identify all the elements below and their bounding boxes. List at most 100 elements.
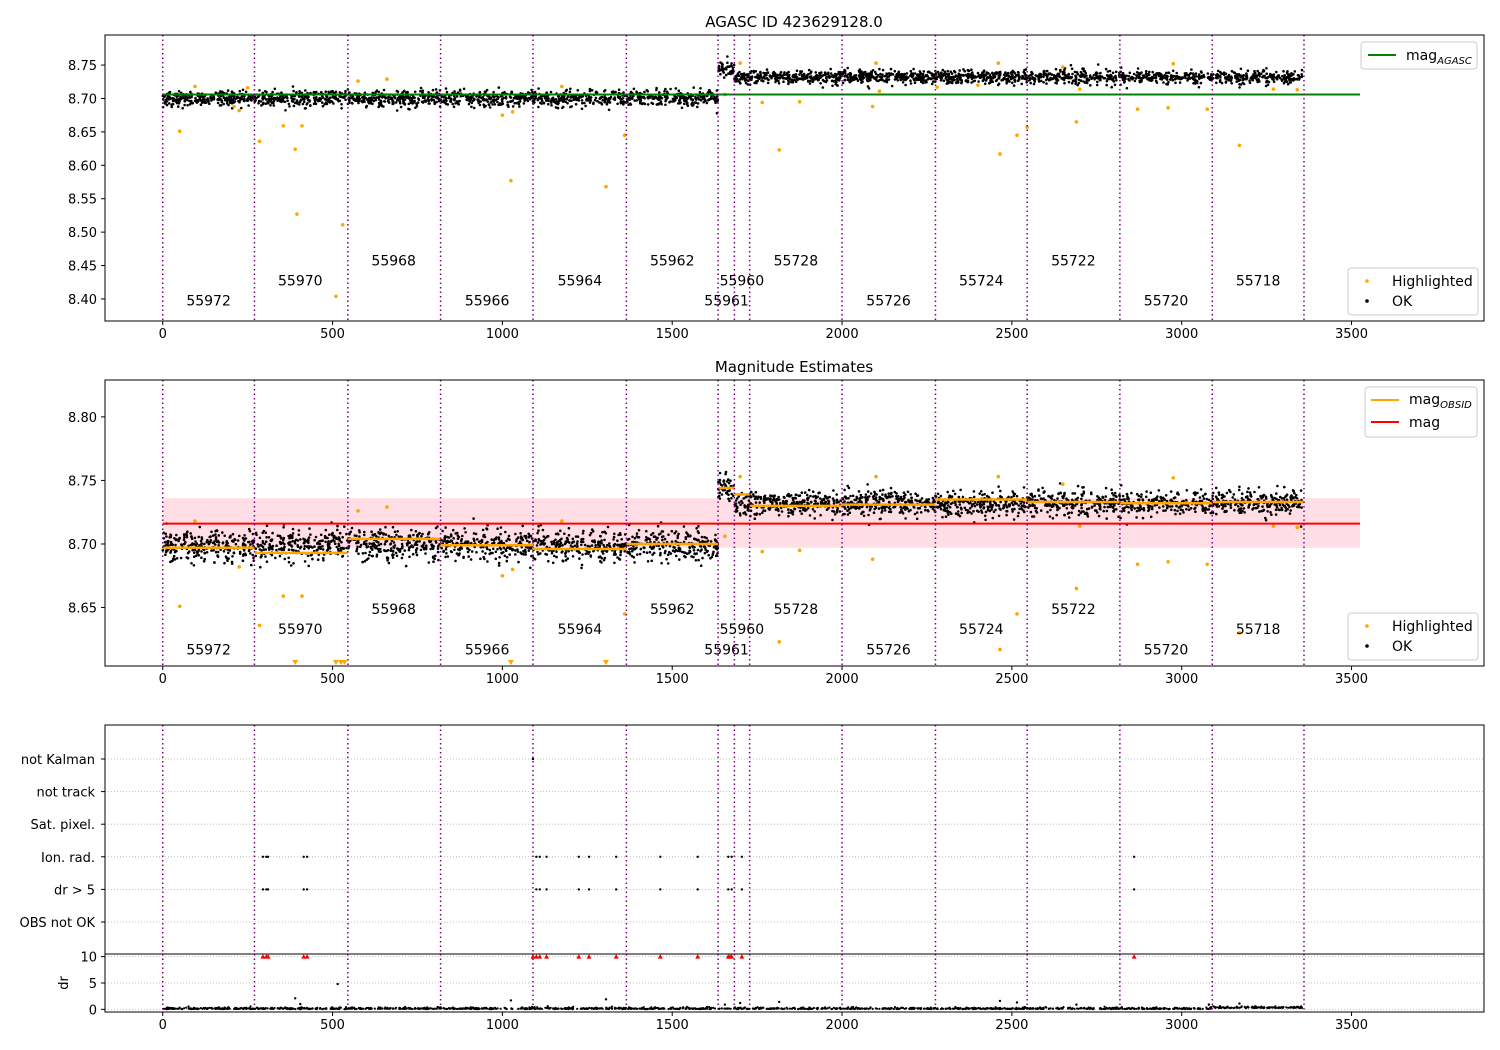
ok-point bbox=[1186, 77, 1190, 80]
ok-point bbox=[328, 533, 331, 536]
ok-point bbox=[314, 97, 317, 101]
ok-point bbox=[700, 535, 704, 539]
ok-point bbox=[1130, 491, 1133, 495]
ok-point bbox=[740, 77, 744, 80]
ok-point bbox=[602, 543, 605, 547]
ok-point bbox=[1209, 73, 1213, 76]
ok-point bbox=[703, 545, 706, 548]
ok-point bbox=[499, 526, 503, 529]
ok-point bbox=[619, 100, 622, 104]
ok-point bbox=[247, 548, 251, 552]
ok-point bbox=[1267, 80, 1271, 84]
ok-point bbox=[197, 544, 201, 547]
ok-point bbox=[487, 103, 491, 107]
ok-point bbox=[386, 556, 389, 560]
ok-point bbox=[410, 544, 413, 547]
ok-point bbox=[483, 98, 486, 101]
ok-point bbox=[1248, 79, 1251, 82]
ok-point bbox=[1012, 84, 1016, 87]
ok-point bbox=[787, 79, 790, 82]
ok-point bbox=[434, 526, 438, 530]
ok-point bbox=[307, 539, 310, 542]
ok-point bbox=[816, 75, 820, 79]
ok-point bbox=[1162, 81, 1165, 84]
ok-point bbox=[387, 561, 391, 565]
ok-point bbox=[763, 72, 767, 75]
ok-point bbox=[521, 524, 524, 528]
obsid-label: 55972 bbox=[186, 294, 231, 310]
ok-point bbox=[644, 538, 648, 542]
ok-point bbox=[338, 91, 342, 94]
ok-point bbox=[450, 98, 453, 101]
ok-point bbox=[208, 102, 211, 105]
ok-point bbox=[962, 68, 965, 71]
ok-point bbox=[340, 107, 343, 110]
ok-point bbox=[453, 97, 456, 101]
ok-point bbox=[264, 540, 268, 543]
ok-point bbox=[1067, 76, 1071, 80]
ok-point bbox=[694, 95, 697, 99]
ok-point bbox=[574, 535, 578, 538]
ok-point bbox=[1235, 80, 1238, 83]
ok-point bbox=[701, 94, 705, 98]
ok-point bbox=[1225, 491, 1229, 495]
ok-point bbox=[420, 534, 423, 538]
ok-point bbox=[901, 81, 905, 84]
ok-point bbox=[513, 102, 516, 105]
ok-point bbox=[862, 514, 866, 518]
ok-point bbox=[1106, 505, 1110, 509]
ok-point bbox=[507, 534, 511, 538]
ok-point bbox=[657, 98, 660, 101]
ok-point bbox=[1047, 72, 1050, 75]
ok-point bbox=[1192, 82, 1195, 85]
ok-point bbox=[236, 539, 240, 542]
ok-point bbox=[1199, 70, 1203, 73]
ok-point bbox=[391, 525, 395, 529]
ok-point bbox=[1067, 80, 1071, 84]
legend-ok-marker bbox=[1365, 299, 1369, 303]
ok-point bbox=[1073, 70, 1077, 74]
ok-point bbox=[216, 98, 219, 101]
ok-point bbox=[197, 535, 200, 539]
ok-point bbox=[1286, 82, 1290, 86]
ok-point bbox=[321, 96, 325, 99]
ok-point bbox=[698, 90, 702, 94]
ok-point bbox=[395, 554, 399, 558]
ok-point bbox=[299, 98, 303, 101]
ok-point bbox=[940, 71, 943, 74]
ok-point bbox=[1120, 75, 1124, 78]
ok-point bbox=[656, 524, 660, 528]
ok-point bbox=[800, 512, 803, 515]
ok-point bbox=[955, 77, 959, 81]
ok-point bbox=[216, 550, 220, 554]
ok-point bbox=[992, 73, 995, 77]
ok-point bbox=[603, 100, 606, 104]
ok-point bbox=[519, 95, 523, 99]
ok-point bbox=[1216, 73, 1219, 76]
ok-point bbox=[182, 538, 186, 542]
ok-point bbox=[537, 529, 540, 532]
ok-point bbox=[621, 542, 624, 546]
ok-point bbox=[175, 533, 178, 537]
ok-point bbox=[631, 549, 634, 553]
ok-point bbox=[716, 95, 719, 98]
ok-point bbox=[574, 94, 578, 98]
ok-point bbox=[1127, 74, 1131, 78]
ok-point bbox=[298, 90, 301, 93]
ok-point bbox=[696, 548, 700, 552]
ok-point bbox=[663, 537, 667, 541]
ok-point bbox=[294, 538, 298, 542]
obsid-label: 55968 bbox=[371, 254, 416, 270]
ok-point bbox=[876, 73, 880, 77]
ok-point bbox=[1110, 85, 1113, 89]
x-tick-label: 1000 bbox=[486, 327, 519, 342]
ok-point bbox=[389, 547, 393, 550]
ok-point bbox=[790, 78, 794, 81]
ok-point bbox=[1050, 73, 1054, 76]
ok-point bbox=[1085, 79, 1089, 82]
ok-point bbox=[607, 108, 611, 112]
ok-point bbox=[578, 557, 581, 560]
ok-point bbox=[344, 98, 347, 102]
ok-point bbox=[303, 544, 307, 548]
ok-point bbox=[677, 532, 680, 536]
